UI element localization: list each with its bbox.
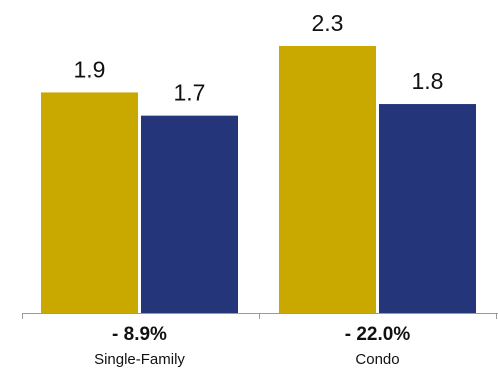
category-label: Single-Family (94, 351, 185, 368)
bars-layer (41, 46, 476, 313)
data-label: 1.9 (74, 56, 106, 82)
data-label: 1.8 (412, 68, 444, 94)
change-label: - 22.0% (345, 324, 411, 345)
bar-condo-series-2 (379, 104, 476, 313)
category-label: Condo (355, 351, 399, 368)
bar-condo-series-1 (279, 46, 376, 313)
data-labels-layer: 1.9 1.7 2.3 1.8 (74, 10, 444, 106)
x-axis: - 8.9% Single-Family - 22.0% Condo (22, 313, 498, 368)
bar-single-family-series-1 (41, 92, 138, 313)
bar-single-family-series-2 (141, 115, 238, 313)
data-label: 2.3 (312, 10, 344, 36)
change-label: - 8.9% (112, 324, 167, 345)
data-label: 1.7 (174, 80, 206, 106)
